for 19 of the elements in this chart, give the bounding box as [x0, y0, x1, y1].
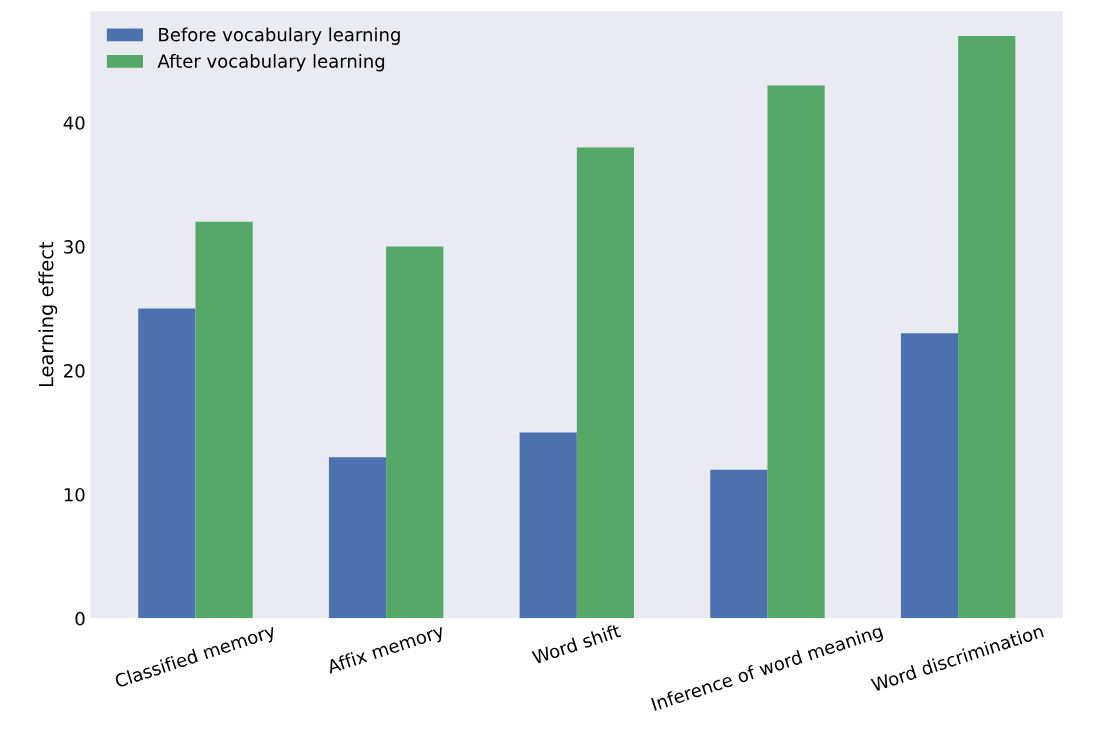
bar: [900, 333, 959, 619]
bar: [519, 432, 577, 619]
bar: [576, 147, 635, 619]
legend-label: Before vocabulary learning: [159, 27, 400, 45]
y-tick-label: 0: [75, 611, 85, 626]
bar: [195, 221, 253, 619]
y-tick-label: 20: [64, 363, 85, 378]
x-tick-label: Word shift: [531, 623, 622, 665]
y-tick-label: 40: [63, 116, 85, 130]
bar: [138, 308, 196, 619]
bar: [386, 246, 444, 619]
y-tick-label: 10: [64, 487, 85, 502]
y-tick-label: 30: [64, 240, 85, 254]
y-axis-title: Learning effect: [38, 241, 58, 387]
bar: [328, 457, 387, 619]
bar: [767, 85, 825, 619]
legend-label: After vocabulary learning: [157, 53, 385, 72]
bar: [958, 35, 1016, 619]
bar: [710, 469, 768, 619]
